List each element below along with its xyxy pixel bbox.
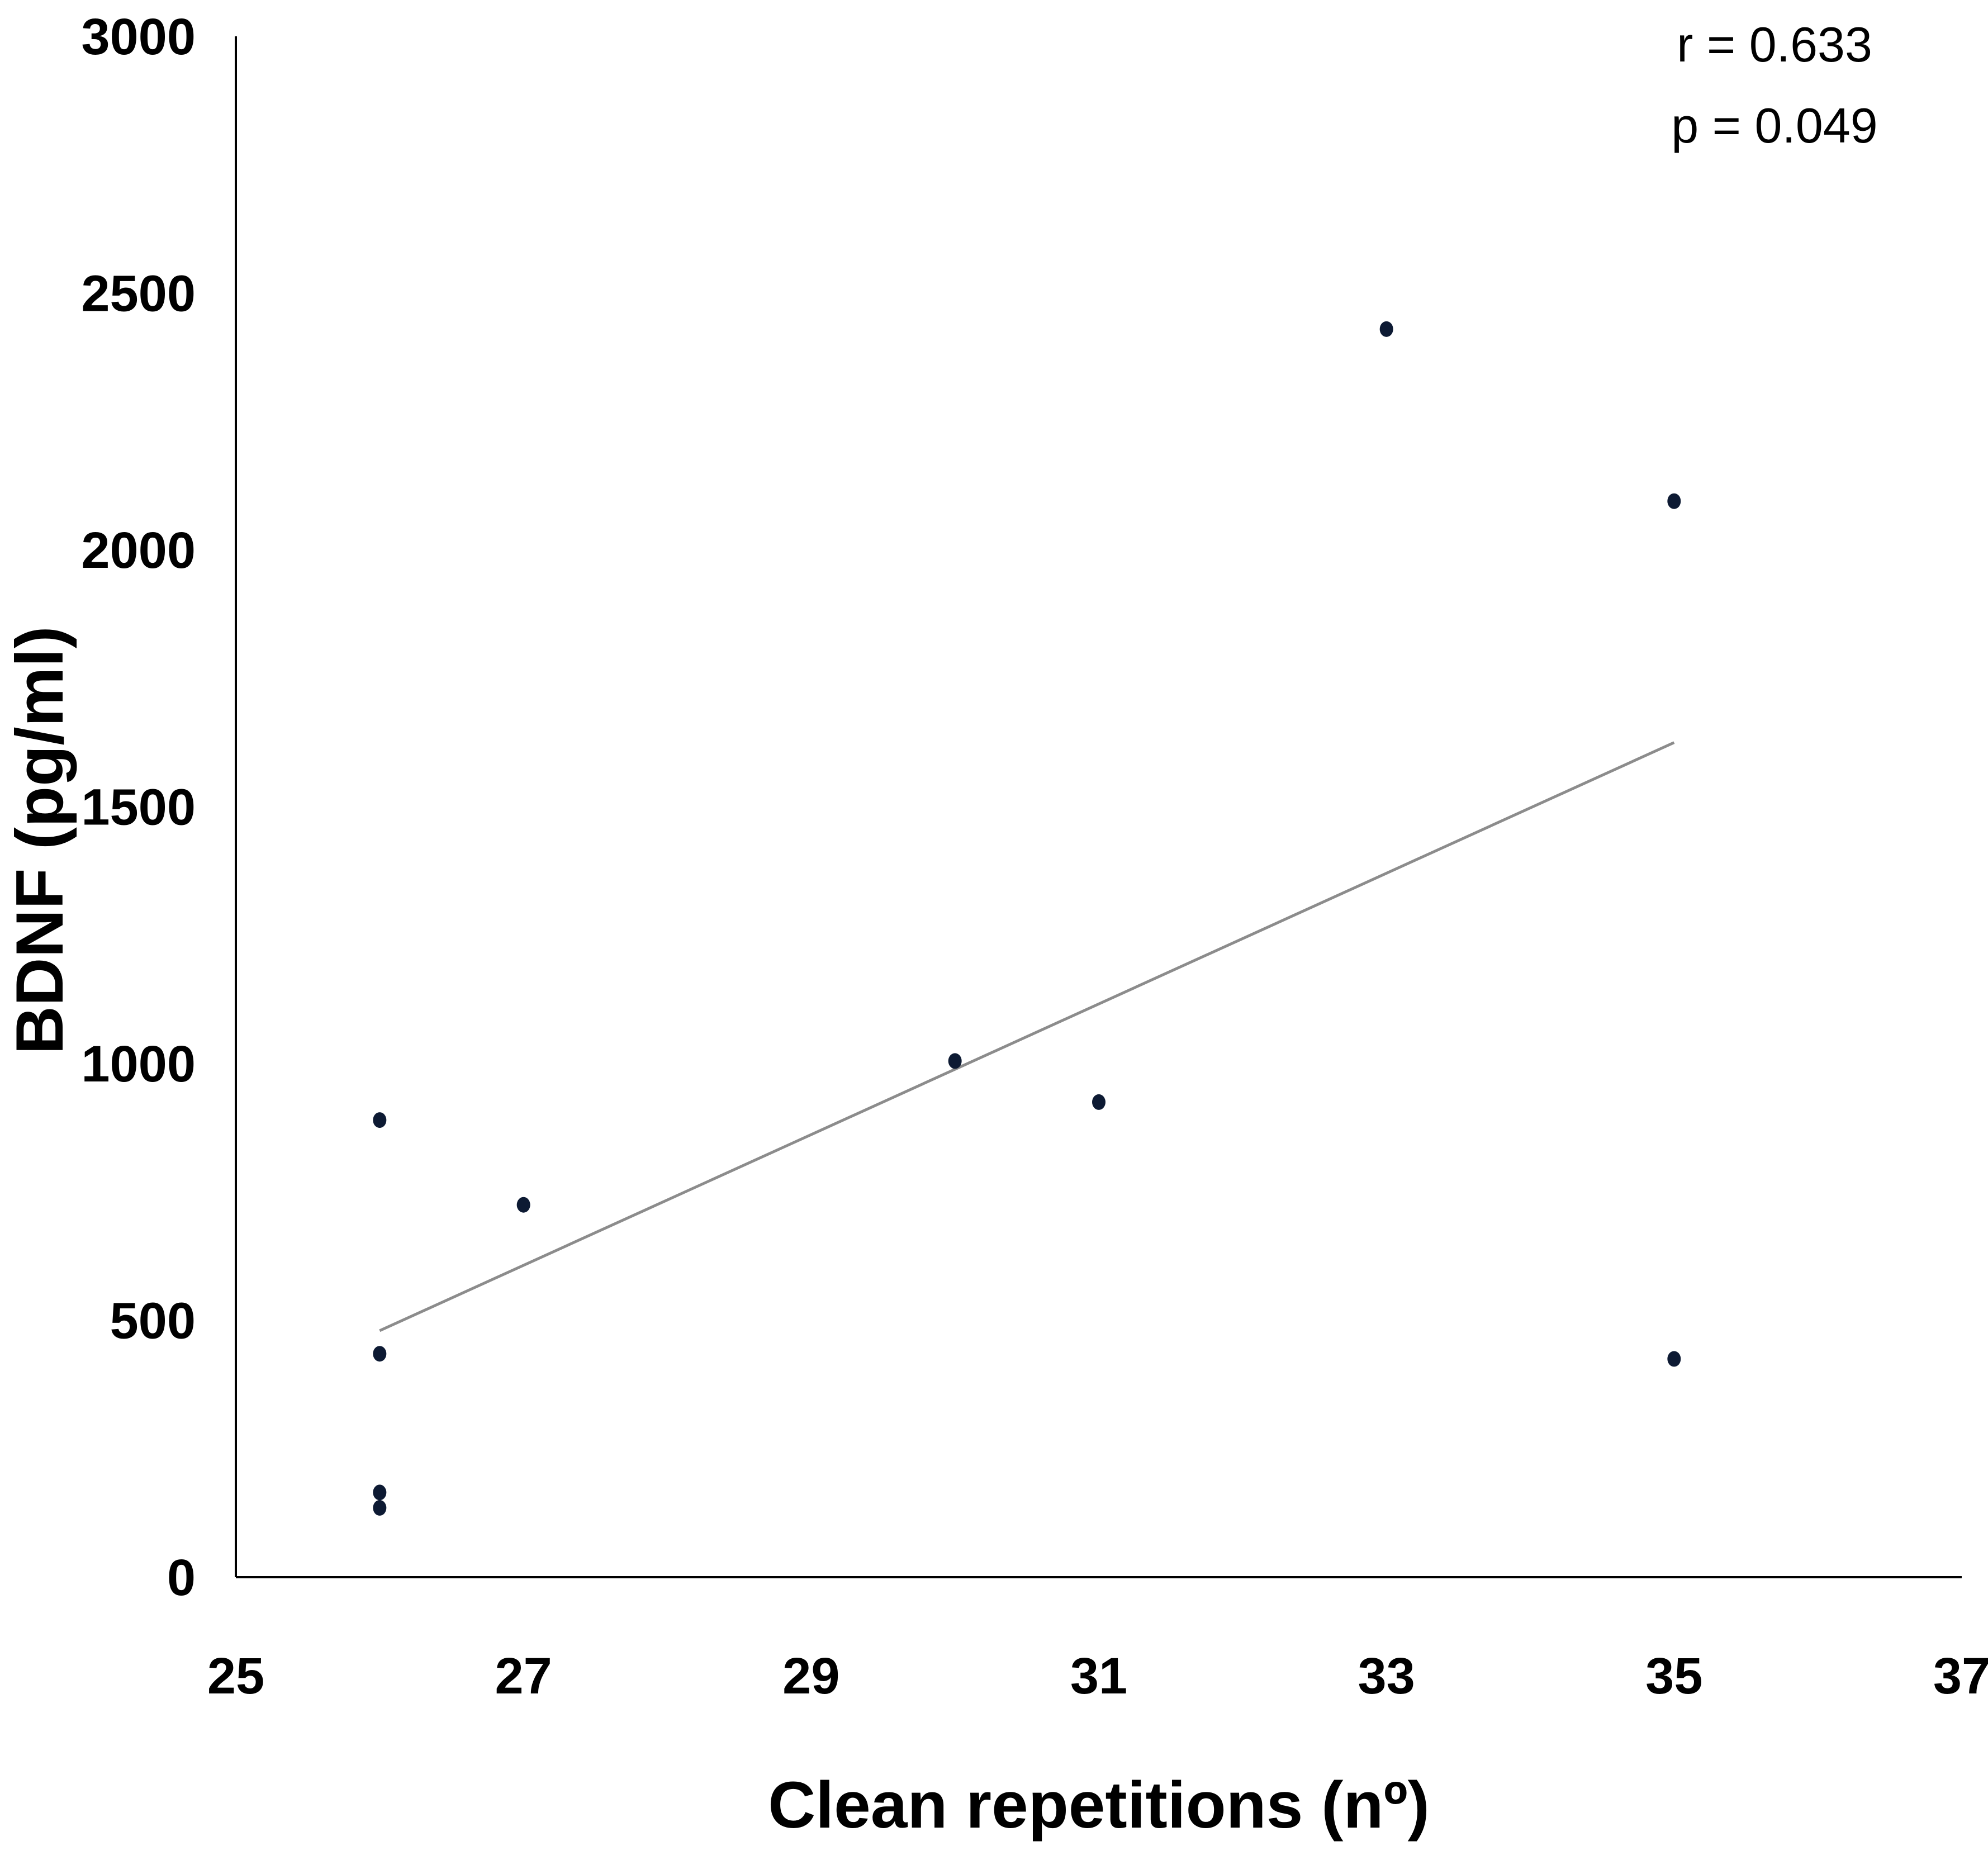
y-tick-label: 2000 (81, 522, 196, 579)
x-axis-title: Clean repetitions (nº) (768, 1768, 1430, 1842)
y-tick-label: 2500 (81, 265, 196, 322)
data-point (373, 1500, 387, 1516)
axes (235, 36, 1962, 1578)
y-tick-labels: 0 500 1000 1500 2000 2500 3000 (81, 8, 196, 1606)
p-value-label: p = 0.049 (1671, 98, 1877, 153)
trendline-group (379, 741, 1675, 1332)
x-tick-label: 37 (1933, 1648, 1988, 1705)
x-tick-label: 29 (782, 1648, 839, 1705)
y-tick-label: 3000 (81, 8, 196, 65)
x-tick-label: 25 (207, 1648, 264, 1705)
y-tick-label: 500 (110, 1293, 196, 1350)
data-point (1379, 321, 1393, 337)
data-point (948, 1053, 962, 1069)
data-point (1092, 1094, 1106, 1110)
data-point (373, 1112, 387, 1128)
data-point (1667, 493, 1681, 509)
data-point (516, 1197, 530, 1213)
x-tick-label: 31 (1070, 1648, 1127, 1705)
data-points (373, 321, 1681, 1516)
y-tick-label: 0 (167, 1549, 196, 1606)
x-tick-label: 33 (1358, 1648, 1415, 1705)
x-tick-labels: 25 27 29 31 33 35 37 (207, 1648, 1988, 1705)
x-tick-label: 27 (495, 1648, 552, 1705)
x-tick-label: 35 (1645, 1648, 1702, 1705)
data-point (373, 1484, 387, 1501)
y-axis-title: BDNF (pg/ml) (2, 626, 77, 1055)
data-point (373, 1346, 387, 1362)
y-tick-label: 1500 (81, 779, 196, 836)
data-point (1667, 1351, 1681, 1367)
y-tick-label: 1000 (81, 1036, 196, 1093)
correlation-r-label: r = 0.633 (1677, 17, 1872, 72)
trendline (379, 741, 1675, 1332)
